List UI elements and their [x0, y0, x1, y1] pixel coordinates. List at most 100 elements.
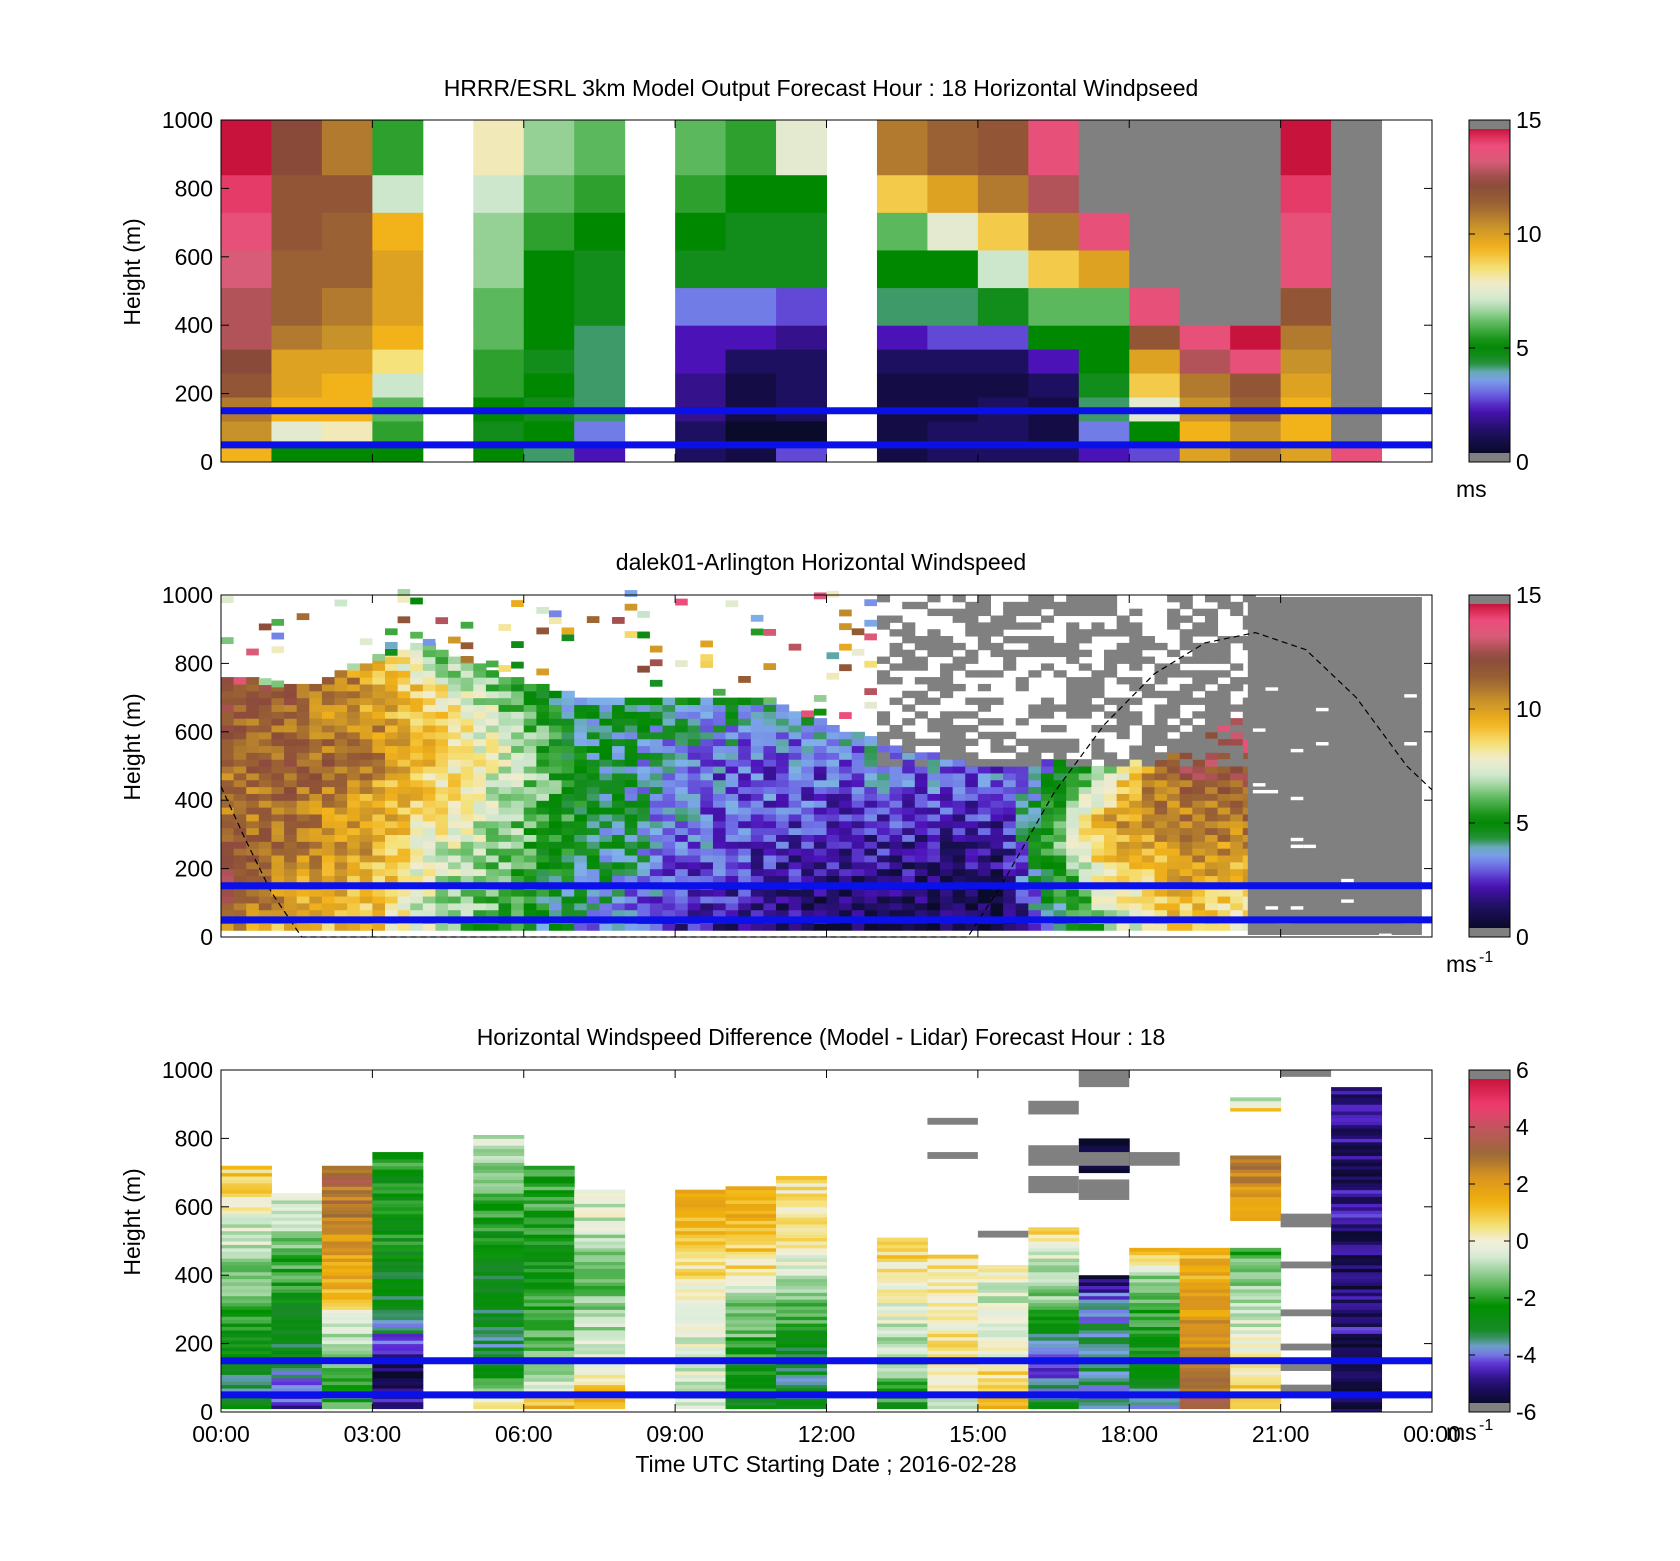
- lidar-cell-sparse: [624, 590, 638, 597]
- lidar-cell: [233, 813, 247, 822]
- lidar-cell: [725, 745, 739, 753]
- lidar-missing: [952, 724, 966, 733]
- lidar-cell: [284, 766, 298, 774]
- lidar-cell: [460, 670, 474, 678]
- lidar-cell: [1053, 807, 1067, 815]
- lidar-cell: [599, 745, 613, 753]
- lidar-cell: [258, 738, 273, 747]
- lidar-cell: [801, 854, 815, 863]
- difference-cell: [1129, 1401, 1181, 1406]
- difference-cell: [776, 1237, 827, 1242]
- lidar-cell: [296, 848, 310, 856]
- difference-cell: [574, 1261, 626, 1266]
- lidar-cell: [498, 875, 512, 883]
- lidar-cell: [448, 813, 462, 822]
- lidar-cell: [965, 909, 979, 918]
- lidar-cell: [637, 738, 651, 747]
- lidar-cell: [384, 813, 399, 822]
- difference-cell: [271, 1271, 323, 1276]
- lidar-cell: [485, 786, 500, 794]
- colorbar-tick-label: -4: [1516, 1342, 1537, 1368]
- difference-cell: [1331, 1343, 1383, 1348]
- difference-cell: [1028, 1374, 1080, 1379]
- difference-cell: [1179, 1333, 1231, 1338]
- lidar-cell: [448, 841, 462, 849]
- difference-cell: [321, 1285, 373, 1290]
- difference-cell: [1331, 1288, 1383, 1293]
- lidar-cell: [662, 800, 676, 808]
- difference-cell: [271, 1220, 323, 1225]
- lidar-cell: [1066, 766, 1080, 774]
- difference-cell: [574, 1288, 626, 1293]
- lidar-cell: [687, 718, 701, 726]
- lidar-cell: [776, 807, 790, 815]
- lidar-missing: [965, 608, 979, 617]
- difference-cell: [1230, 1367, 1282, 1372]
- difference-missing: [1129, 1152, 1180, 1166]
- lidar-cell: [536, 861, 550, 870]
- difference-cell: [776, 1230, 827, 1235]
- difference-cell: [523, 1370, 575, 1375]
- lidar-cell: [1053, 875, 1067, 883]
- lidar-cell: [246, 827, 260, 835]
- lidar-cell: [1167, 834, 1181, 842]
- lidar-cell: [738, 820, 752, 829]
- lidar-cell: [221, 711, 235, 719]
- lidar-cell: [687, 813, 701, 822]
- lidar-cell: [460, 875, 474, 883]
- difference-cell: [473, 1196, 525, 1201]
- lidar-missing: [1040, 663, 1055, 671]
- lidar-cell: [813, 854, 828, 863]
- y-tick-label: 800: [175, 175, 213, 201]
- lidar-cell: [460, 779, 474, 788]
- lidar-cell: [448, 909, 462, 918]
- lidar-cell: [422, 711, 437, 719]
- lidar-cell: [725, 724, 739, 733]
- lidar-cell: [586, 800, 601, 808]
- difference-cell: [1331, 1169, 1383, 1174]
- lidar-cell: [422, 909, 437, 918]
- lidar-cell: [725, 875, 739, 883]
- difference-cell: [321, 1329, 373, 1334]
- lidar-cell: [712, 779, 727, 788]
- lidar-cell: [801, 861, 815, 870]
- lidar-missing: [952, 656, 966, 664]
- difference-cell: [1230, 1388, 1282, 1392]
- lidar-cell: [372, 807, 386, 815]
- lidar-cell: [1129, 848, 1143, 856]
- lidar-cell: [473, 909, 487, 918]
- lidar-cell: [1116, 772, 1130, 781]
- lidar-cell: [233, 902, 247, 911]
- lidar-missing: [1204, 642, 1219, 651]
- difference-cell: [1230, 1353, 1282, 1358]
- difference-cell: [675, 1241, 727, 1245]
- lidar-cell: [296, 807, 310, 815]
- lidar-cell: [1192, 841, 1206, 849]
- difference-cell: [1028, 1271, 1080, 1276]
- difference-cell: [1230, 1305, 1282, 1310]
- lidar-cell-sparse: [485, 660, 499, 668]
- lidar-cell: [511, 786, 525, 794]
- lidar-cell: [712, 923, 727, 931]
- difference-cell: [1331, 1370, 1383, 1375]
- lidar-cell: [788, 793, 802, 801]
- lidar-cell: [725, 820, 739, 829]
- lidar-cell: [410, 779, 424, 788]
- difference-cell: [1129, 1278, 1181, 1283]
- difference-cell: [1179, 1247, 1231, 1252]
- lidar-cell: [473, 752, 487, 760]
- lidar-cell: [1003, 793, 1017, 801]
- lidar-cell: [801, 902, 815, 911]
- lidar-cell: [561, 834, 575, 842]
- lidar-cell: [422, 766, 437, 774]
- lidar-cell: [675, 752, 689, 760]
- lidar-cell: [1104, 909, 1118, 918]
- lidar-cell: [334, 923, 348, 931]
- difference-cell: [221, 1223, 272, 1228]
- difference-cell: [221, 1165, 272, 1170]
- difference-cell: [221, 1282, 272, 1286]
- lidar-cell: [889, 875, 903, 883]
- lidar-missing: [1230, 601, 1244, 610]
- difference-cell: [574, 1377, 626, 1382]
- lidar-missing: [914, 690, 928, 699]
